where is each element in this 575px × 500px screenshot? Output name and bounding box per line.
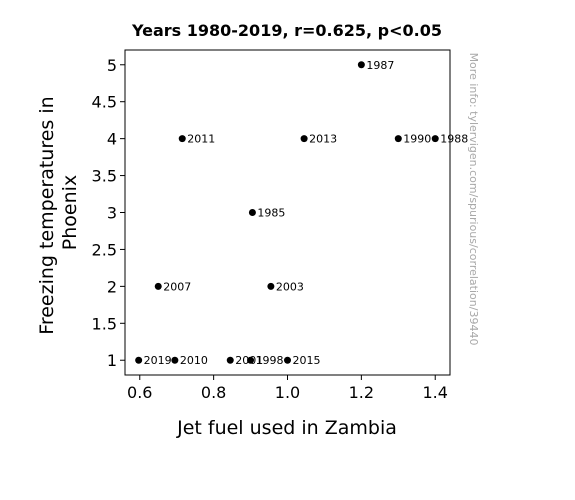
x-axis-label: Jet fuel used in Zambia	[176, 417, 397, 439]
data-point-label: 2013	[309, 133, 337, 146]
x-tick-label: 0.8	[201, 383, 226, 402]
data-point-label: 1985	[257, 207, 285, 220]
y-tick-label: 3	[107, 204, 117, 223]
y-axis-label-line-1: Freezing temperatures in	[36, 96, 58, 334]
watermark-text: More info: tylervigen.com/spurious/corre…	[467, 53, 480, 346]
data-points: 2019201020011998201520072003198520112013…	[135, 59, 468, 367]
y-axis-label-line-2: Phoenix	[59, 175, 81, 250]
y-tick-label: 5	[107, 56, 117, 75]
y-tick-label: 4	[107, 130, 117, 149]
data-point-label: 2015	[293, 354, 321, 367]
data-point	[431, 135, 439, 143]
plot-frame	[124, 49, 451, 376]
data-point	[178, 135, 186, 143]
y-tick-label: 4.5	[92, 93, 117, 112]
data-point-label: 1990	[403, 133, 431, 146]
data-point	[135, 356, 143, 364]
y-tick-label: 3.5	[92, 167, 117, 186]
axis-ticks: 0.6 0.8 1.0 1.2 1.4 1 1.5 2 2.5 3 3.5 4 4.5 5	[92, 56, 448, 402]
data-point-label: 2011	[187, 133, 215, 146]
data-point-label: 2007	[163, 280, 191, 293]
data-point	[248, 209, 256, 216]
y-tick-label: 2	[107, 277, 117, 296]
data-point-label: 1998	[256, 354, 284, 367]
y-tick-label: 1.5	[92, 314, 117, 333]
y-tick-label: 2.5	[92, 240, 117, 259]
y-tick-label: 1	[107, 351, 117, 370]
x-tick-label: 1.0	[275, 383, 300, 402]
data-point	[247, 356, 255, 364]
data-point	[267, 282, 275, 290]
data-point	[284, 356, 291, 364]
data-point-label: 1988	[440, 133, 468, 146]
x-tick-label: 0.6	[127, 383, 152, 402]
data-point	[154, 282, 162, 290]
x-tick-label: 1.2	[349, 383, 374, 402]
data-point	[171, 356, 179, 364]
y-axis-label: Freezing temperatures in Phoenix	[36, 90, 81, 334]
data-point-label: 2003	[276, 280, 304, 293]
data-point-label: 2019	[144, 354, 172, 367]
data-point	[300, 135, 308, 143]
x-tick-label: 1.4	[423, 383, 448, 402]
chart-title: Years 1980-2019, r=0.625, p<0.05	[131, 21, 442, 40]
data-point	[394, 135, 402, 143]
data-point	[226, 356, 234, 364]
data-point-label: 1987	[366, 59, 394, 72]
data-point-label: 2010	[180, 354, 208, 367]
data-point	[357, 61, 365, 69]
